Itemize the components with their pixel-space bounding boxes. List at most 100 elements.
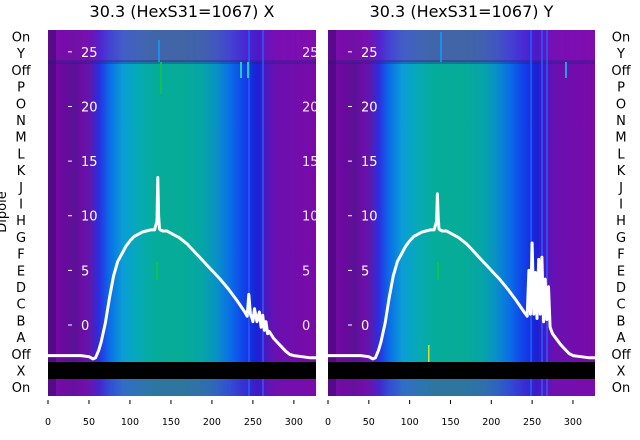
dipole-label: Off — [11, 348, 31, 363]
heatmap-streak — [437, 262, 439, 280]
heatmap-streak — [247, 62, 249, 78]
panel-x: 30.3 (HexS31=1067) X05101520250510152025… — [45, 2, 319, 428]
x-tick-label: 250 — [523, 417, 541, 428]
chart-title: 30.3 (HexS31=1067) Y — [370, 2, 554, 21]
heatmap-black-band — [48, 362, 316, 379]
dipole-label: A — [17, 331, 26, 346]
heatmap-black-band — [328, 362, 595, 379]
dipole-label: B — [17, 314, 26, 329]
dipole-label: J — [618, 181, 623, 196]
y-tick-label: 25 — [81, 46, 98, 61]
y-tick-label-right: 15 — [302, 155, 319, 170]
dipole-label: J — [18, 181, 23, 196]
dipole-label: P — [617, 81, 625, 96]
dipole-label: F — [17, 248, 24, 263]
dipole-label: G — [616, 231, 626, 246]
y-tick-label: 5 — [81, 264, 89, 279]
dipole-label: N — [16, 114, 26, 129]
y-tick-label-right: 5 — [302, 264, 310, 279]
x-tick-label: 100 — [401, 417, 419, 428]
dipole-label: F — [617, 248, 624, 263]
dipole-label: K — [17, 164, 26, 179]
heatmap-band-top — [48, 30, 316, 62]
dipole-label: On — [612, 381, 630, 396]
heatmap-streak — [440, 32, 442, 62]
x-tick-label: 250 — [244, 417, 262, 428]
dipole-label: C — [616, 298, 625, 313]
y-tick-label: 0 — [361, 319, 369, 334]
dipole-label: On — [12, 31, 30, 46]
heatmap-streak — [248, 30, 250, 396]
y-tick-label: 15 — [81, 155, 98, 170]
y-tick-label: 20 — [81, 100, 98, 115]
dipole-label: G — [16, 231, 26, 246]
x-tick-label: 300 — [285, 417, 303, 428]
dipole-label: A — [617, 331, 626, 346]
x-tick-label: 150 — [162, 417, 180, 428]
heatmap-row-separator — [48, 60, 316, 64]
heatmap-streak — [541, 30, 543, 396]
y-tick-label: 5 — [361, 264, 369, 279]
y-axis-label: Dipole — [0, 191, 10, 232]
x-tick-label: 50 — [363, 417, 375, 428]
y-tick-label: 10 — [361, 210, 378, 225]
heatmap-background — [328, 30, 595, 396]
heatmap-edge-band — [48, 30, 56, 396]
dipole-label: X — [17, 365, 26, 380]
y-tick-label: 10 — [81, 210, 98, 225]
dipole-label: D — [16, 281, 26, 296]
x-tick-label: 200 — [482, 417, 500, 428]
x-tick-label: 300 — [564, 417, 582, 428]
dipole-label: E — [617, 264, 625, 279]
heatmap-streak — [428, 345, 430, 362]
dipole-label: I — [619, 198, 623, 213]
dipole-label: H — [616, 214, 626, 229]
dipole-label: D — [616, 281, 626, 296]
dipole-label: L — [617, 147, 625, 162]
dipole-label: C — [16, 298, 25, 313]
series-line — [48, 176, 316, 361]
x-tick-label: 200 — [203, 417, 221, 428]
dipole-label: N — [616, 114, 626, 129]
dipole-label: P — [17, 81, 25, 96]
dipole-label: H — [16, 214, 26, 229]
x-tick-label: 0 — [45, 417, 51, 428]
y-tick-label: 20 — [361, 100, 378, 115]
x-tick-label: 100 — [121, 417, 139, 428]
dipole-label: E — [17, 264, 25, 279]
y-tick-label-right: 25 — [302, 46, 319, 61]
heatmap-streak — [565, 62, 567, 78]
dipole-label: Y — [616, 47, 625, 62]
dipole-label: Off — [11, 64, 31, 79]
dipole-label: O — [16, 97, 26, 112]
heatmap-band-bottom — [328, 379, 595, 396]
heatmap-edge-band — [328, 30, 336, 396]
dipole-label: X — [617, 365, 626, 380]
y-tick-label-right: 10 — [302, 210, 319, 225]
heatmap-streak — [262, 30, 264, 396]
dipole-label: Off — [611, 348, 631, 363]
heatmap-band-top — [328, 30, 595, 62]
x-tick-label: 50 — [83, 417, 95, 428]
dipole-label: M — [15, 131, 26, 146]
heatmap-row-separator — [328, 60, 595, 64]
dipole-label: B — [617, 314, 626, 329]
y-tick-label-right: 20 — [302, 100, 319, 115]
heatmap-streak — [530, 30, 532, 396]
dipole-label: I — [19, 198, 23, 213]
dipole-label: Off — [611, 64, 631, 79]
dipole-label: K — [617, 164, 626, 179]
heatmap-streak — [158, 40, 160, 62]
heatmap-streak — [160, 62, 162, 94]
x-tick-label: 150 — [441, 417, 459, 428]
dipole-label: L — [17, 147, 25, 162]
x-tick-label: 0 — [325, 417, 331, 428]
dipole-label: Y — [16, 47, 25, 62]
heatmap-streak — [546, 30, 548, 396]
y-tick-label-right: 0 — [302, 319, 310, 334]
dipole-label: O — [616, 97, 626, 112]
dipole-label: M — [615, 131, 626, 146]
